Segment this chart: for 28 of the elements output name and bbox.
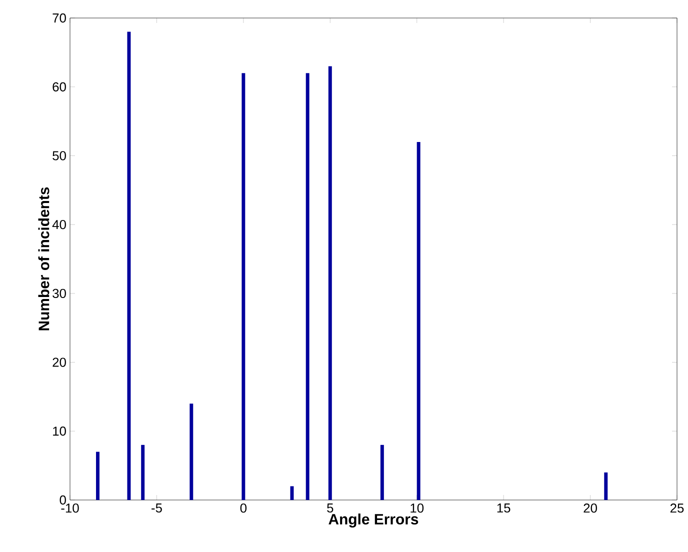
x-tick-label: 5 xyxy=(327,504,334,513)
y-tick-label: 0 xyxy=(60,495,66,505)
x-tick-label: -10 xyxy=(61,504,79,513)
y-tick-label: 50 xyxy=(52,151,66,160)
x-tick-label: 20 xyxy=(584,504,597,513)
y-tick-label: 20 xyxy=(52,358,66,367)
y-tick-label: 70 xyxy=(52,13,66,23)
bar xyxy=(328,66,332,500)
bar xyxy=(604,472,608,500)
x-tick-label: -5 xyxy=(152,504,162,513)
y-axis-title: Number of incidents xyxy=(38,187,50,330)
y-tick-label: 10 xyxy=(53,426,66,436)
x-axis-title: Angle Errors xyxy=(328,514,418,528)
x-tick-label: 10 xyxy=(410,504,424,513)
bar xyxy=(380,444,384,500)
bar xyxy=(190,404,194,500)
bar xyxy=(141,444,145,500)
bar xyxy=(306,73,310,500)
y-tick-label: 60 xyxy=(52,82,66,92)
x-tick-label: 15 xyxy=(497,504,510,513)
bar xyxy=(242,73,246,500)
bar xyxy=(96,452,100,500)
x-tick-label: 25 xyxy=(670,504,684,513)
bar xyxy=(127,32,131,500)
bar xyxy=(416,142,420,500)
y-tick-label: 40 xyxy=(52,220,66,230)
x-tick-label: 0 xyxy=(240,504,247,513)
y-tick-label: 30 xyxy=(52,288,66,298)
